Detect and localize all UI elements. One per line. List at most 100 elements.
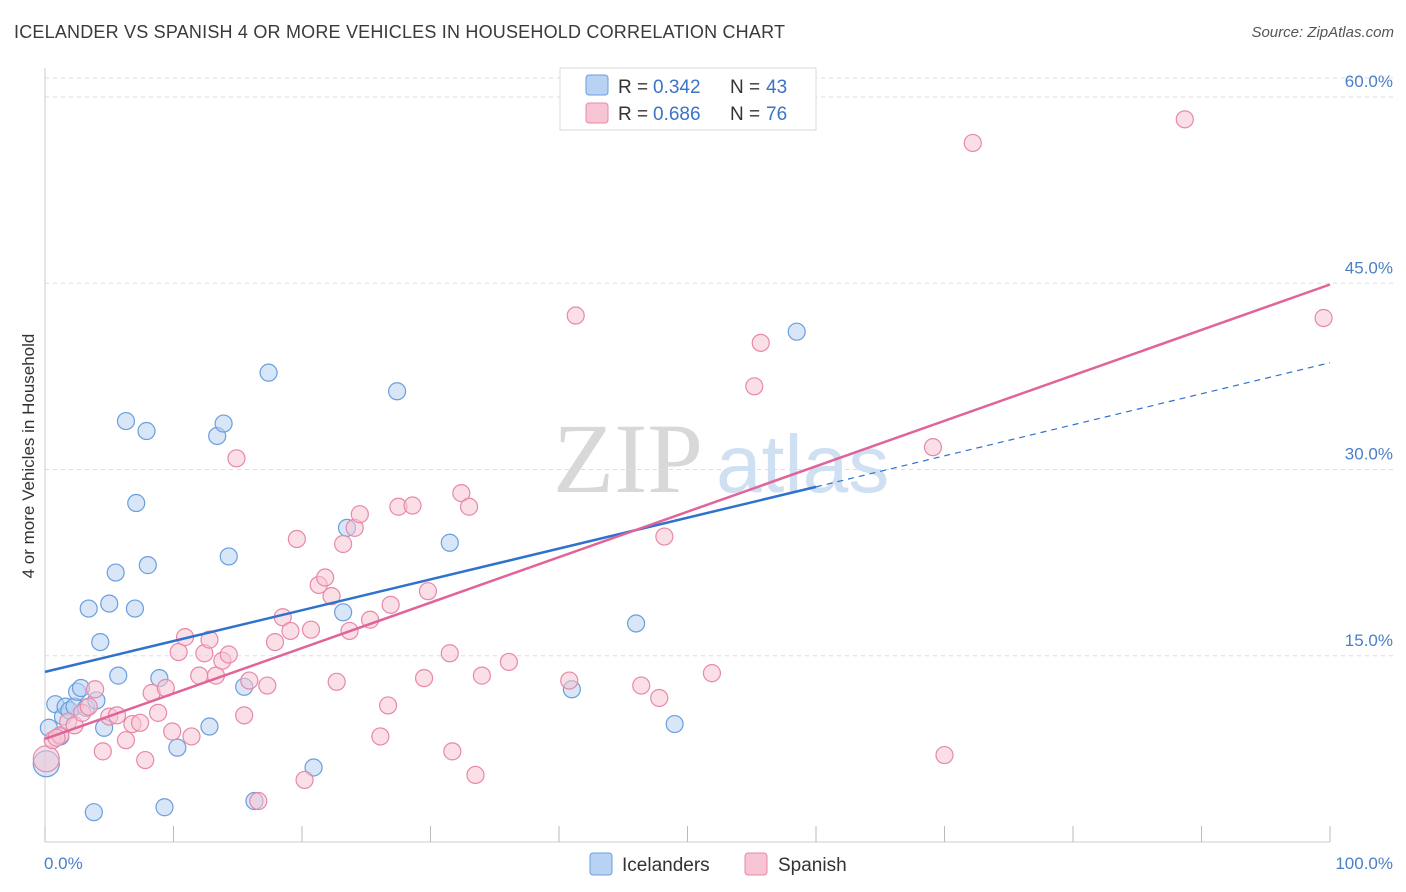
point-icelanders-34 [334,603,353,622]
bottom-legend-swatch-spanish [744,852,768,876]
point-icelanders-39 [626,614,646,633]
point-spanish-41 [322,587,341,606]
point-spanish-66 [655,527,674,546]
point-spanish-11 [116,731,136,750]
point-icelanders-18 [116,411,136,431]
point-spanish-42 [327,672,346,691]
point-spanish-55 [440,644,459,663]
legend-r-value-icelanders: 0.342 [653,77,701,98]
point-spanish-35 [281,621,300,641]
point-spanish-50 [381,595,400,614]
bottom-legend-label-spanish: Spanish [778,855,847,876]
point-icelanders-41 [787,322,806,341]
trend-line-spanish [44,283,1331,741]
point-spanish-30 [240,671,259,690]
point-spanish-16 [148,703,168,722]
point-icelanders-17 [109,666,128,685]
point-spanish-28 [227,449,246,468]
point-spanish-61 [499,652,518,672]
point-spanish-0 [32,745,60,773]
point-spanish-70 [923,438,943,457]
point-spanish-52 [403,496,422,515]
point-spanish-57 [452,483,471,503]
watermark: ZIP atlas [553,403,889,514]
point-spanish-59 [466,765,485,785]
point-spanish-40 [316,568,335,587]
trend-line-icelanders-extension [815,362,1331,488]
point-spanish-72 [963,133,982,153]
point-spanish-68 [745,377,764,396]
point-spanish-48 [371,727,390,746]
point-spanish-58 [459,497,479,516]
point-spanish-18 [163,722,182,741]
series-icelanders [32,322,806,822]
trend-line-icelanders [44,485,817,674]
legend-n-label-spanish: N = [730,104,760,125]
point-spanish-13 [130,713,150,732]
point-spanish-8 [93,742,112,761]
source-label: Source: ZipAtlas.com [1251,24,1394,41]
y-tick-label-30: 30.0% [1345,445,1393,464]
point-spanish-21 [182,727,201,746]
x-tick-label-max: 100.0% [1335,854,1393,873]
legend-n-value-icelanders: 43 [766,77,787,98]
point-spanish-64 [632,676,651,695]
point-spanish-71 [935,745,954,765]
point-icelanders-16 [106,563,125,582]
point-spanish-37 [295,770,314,790]
point-icelanders-20 [127,493,146,513]
point-icelanders-25 [168,738,187,757]
point-spanish-6 [79,697,98,716]
point-spanish-32 [258,676,277,695]
point-icelanders-13 [91,632,110,652]
y-tick-label-15: 15.0% [1345,631,1393,650]
bottom-legend-swatch-icelanders [589,852,613,876]
point-spanish-7 [86,680,105,699]
point-spanish-31 [249,791,268,811]
point-icelanders-40 [665,714,684,734]
point-spanish-54 [418,582,438,601]
point-spanish-29 [235,706,254,725]
point-spanish-69 [751,333,770,352]
legend-swatch-spanish [585,102,609,124]
point-icelanders-36 [387,382,407,401]
series-spanish [32,110,1333,811]
point-spanish-14 [136,750,155,770]
legend: R = 0.342 N = 43 R = 0.686 N = 76 [559,67,817,131]
point-spanish-65 [650,688,669,708]
point-spanish-27 [219,645,238,664]
bottom-legend: Icelanders Spanish [589,852,847,876]
point-spanish-36 [287,529,306,549]
point-spanish-74 [1314,308,1333,328]
y-tick-label-45: 45.0% [1345,258,1393,277]
point-icelanders-22 [138,556,157,575]
point-spanish-63 [566,306,585,325]
chart-title: ICELANDER VS SPANISH 4 OR MORE VEHICLES … [14,22,786,42]
y-tick-label-60: 60.0% [1345,72,1393,91]
grid-lines [45,77,1395,657]
legend-n-label-icelanders: N = [730,77,760,98]
point-spanish-73 [1175,110,1194,129]
point-icelanders-10 [79,599,98,618]
watermark-zip: ZIP [553,403,703,514]
point-icelanders-26 [200,717,219,736]
point-icelanders-33 [304,758,323,777]
watermark-atlas: atlas [716,419,889,510]
point-spanish-33 [265,632,285,652]
point-spanish-56 [443,742,462,761]
point-icelanders-24 [155,798,174,817]
point-spanish-46 [350,505,369,524]
point-icelanders-29 [219,547,238,566]
point-spanish-53 [414,668,434,688]
x-tick-label-min: 0.0% [44,854,83,873]
point-spanish-62 [560,671,579,690]
legend-swatch-icelanders [585,74,609,96]
point-icelanders-15 [100,594,119,613]
legend-r-label-spanish: R = [618,104,648,125]
point-spanish-60 [472,666,491,685]
point-spanish-43 [334,534,353,554]
legend-r-value-spanish: 0.686 [653,104,701,125]
point-spanish-38 [301,620,321,639]
legend-n-value-spanish: 76 [766,104,787,125]
legend-r-label-icelanders: R = [618,77,648,98]
